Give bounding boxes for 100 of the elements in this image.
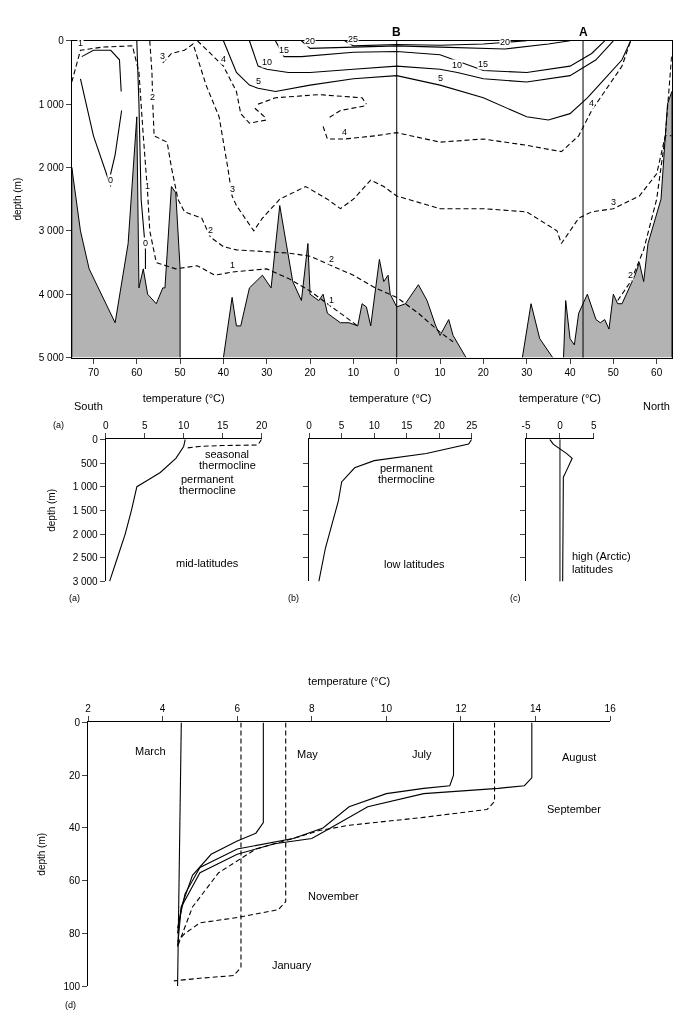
x-tick-label: 2 <box>85 703 92 715</box>
annotation: thermocline <box>378 473 435 485</box>
annotation: March <box>135 745 166 757</box>
x-tick-label: 16 <box>604 703 617 715</box>
text: (d) <box>65 1000 76 1010</box>
annotation: 2 <box>628 270 634 280</box>
x-axis-title: temperature (°C) <box>308 675 391 688</box>
x-tick-label: 60 <box>131 366 143 378</box>
annotation: July <box>412 748 433 760</box>
ref-line-label: B <box>392 25 401 39</box>
annotation: January <box>272 959 312 971</box>
y-tick-label: 5 000 <box>38 352 65 364</box>
y-tick-label: 80 <box>68 927 81 939</box>
x-tick-label: 30 <box>521 366 533 378</box>
y-tick-label: 2 000 <box>72 528 99 540</box>
annotation: latitudes <box>572 563 614 575</box>
x-tick-label: 14 <box>529 703 542 715</box>
x-tick-label: 10 <box>368 420 381 432</box>
x-axis-title: temperature (°C) <box>518 392 601 404</box>
x-tick-label: 6 <box>234 703 241 715</box>
annotation: 2 <box>329 254 335 264</box>
x-tick-label: 0 <box>306 420 313 432</box>
x-tick-label: 15 <box>217 420 229 432</box>
annotation: mid-latitudes <box>176 557 239 569</box>
y-tick-label: 3 000 <box>38 225 65 237</box>
x-tick-label: 4 <box>159 703 166 715</box>
annotation: thermocline <box>179 484 236 496</box>
annotation: 25 <box>348 34 359 44</box>
annotation: November <box>308 890 360 902</box>
annotation: low latitudes <box>384 558 446 570</box>
annotation: 3 <box>160 51 166 61</box>
x-tick-label: 20 <box>256 420 268 432</box>
annotation: high (Arctic) <box>572 550 631 562</box>
y-tick-label: 4 000 <box>38 288 65 300</box>
x-tick-label: 0 <box>557 420 564 432</box>
x-tick-label: 5 <box>141 420 148 432</box>
annotation: 4 <box>221 54 227 64</box>
x-tick-label: 5 <box>338 420 345 432</box>
annotation: 3 <box>230 184 236 194</box>
x-tick-label: 50 <box>174 366 187 378</box>
y-tick-label: 3 000 <box>72 575 99 587</box>
x-tick-label: 40 <box>564 366 577 378</box>
y-axis-title: depth (m) <box>36 832 48 876</box>
y-tick-label: 2 500 <box>72 552 99 564</box>
annotation: 0 <box>108 175 114 185</box>
x-tick-label: 12 <box>455 703 467 715</box>
text: (b) <box>288 593 299 603</box>
annotation: May <box>297 748 319 760</box>
text: (a) <box>69 593 80 603</box>
x-tick-label: 30 <box>261 366 273 378</box>
y-tick-label: 500 <box>81 457 99 469</box>
x-tick-label: 20 <box>477 366 490 378</box>
x-tick-label: 20 <box>304 366 317 378</box>
annotation: 5 <box>438 73 444 83</box>
annotation: permanent <box>380 462 433 474</box>
annotation: 5 <box>256 76 262 86</box>
annotation: 1 <box>230 260 236 270</box>
text: South <box>74 400 103 412</box>
y-axis-title: depth (m) <box>45 488 57 532</box>
annotation: 2 <box>150 92 156 102</box>
text: (c) <box>510 593 521 603</box>
annotation: 1 <box>329 295 335 305</box>
x-tick-label: 25 <box>466 420 478 432</box>
x-axis-title: temperature (°C) <box>142 392 225 404</box>
annotation: 3 <box>611 197 617 207</box>
x-tick-label: 40 <box>217 366 230 378</box>
x-tick-label: 10 <box>380 703 393 715</box>
x-tick-label: 5 <box>591 420 598 432</box>
y-tick-label: 40 <box>68 822 81 834</box>
y-tick-label: 1 000 <box>38 98 65 110</box>
y-tick-label: 0 <box>58 35 65 47</box>
y-tick-label: 20 <box>68 769 81 781</box>
y-tick-label: 60 <box>68 875 81 887</box>
x-tick-label: 60 <box>651 366 663 378</box>
text: North <box>643 400 670 412</box>
x-tick-label: -5 <box>521 420 531 432</box>
y-tick-label: 2 000 <box>38 162 65 173</box>
x-tick-label: 0 <box>393 366 400 378</box>
annotation: 10 <box>262 57 273 67</box>
y-axis-title: depth (m) <box>11 177 23 221</box>
x-tick-label: 10 <box>178 420 190 432</box>
x-tick-label: 10 <box>434 366 447 378</box>
y-tick-label: 0 <box>92 433 99 445</box>
annotation: 20 <box>500 37 511 47</box>
annotation: 1 <box>145 181 151 191</box>
annotation: 15 <box>279 45 290 55</box>
annotation: 10 <box>452 60 463 70</box>
annotation: thermocline <box>199 459 256 471</box>
y-tick-label: 1 500 <box>72 504 99 516</box>
x-axis-title: temperature (°C) <box>349 392 432 404</box>
text: (a) <box>53 420 64 430</box>
x-tick-label: 70 <box>87 366 100 378</box>
annotation: seasonal <box>205 448 250 460</box>
x-tick-label: 50 <box>607 366 620 378</box>
y-tick-label: 1 000 <box>72 481 99 493</box>
annotation: 2 <box>208 225 214 235</box>
annotation: August <box>562 751 597 763</box>
x-tick-label: 20 <box>433 420 446 432</box>
annotation: 0 <box>143 238 149 248</box>
annotation: 20 <box>305 36 316 46</box>
